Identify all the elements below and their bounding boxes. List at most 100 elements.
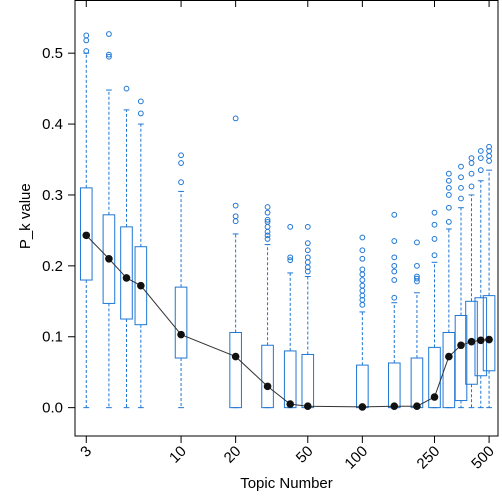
box-group xyxy=(474,148,488,409)
median-point xyxy=(358,403,367,411)
median-point xyxy=(263,382,272,391)
box xyxy=(229,331,242,409)
outlier-point xyxy=(178,179,184,186)
median-point xyxy=(430,393,439,401)
median-point xyxy=(231,352,240,361)
x-tick-label: 10 xyxy=(166,443,190,467)
box xyxy=(261,344,274,409)
outlier-point xyxy=(391,238,398,244)
outlier-point xyxy=(359,266,366,273)
median-point xyxy=(105,254,113,263)
box xyxy=(102,214,116,304)
outlier-point xyxy=(359,301,366,308)
median-point xyxy=(122,274,131,282)
outlier-point xyxy=(264,236,271,242)
outlier-point xyxy=(232,213,239,220)
outlier-point xyxy=(414,273,420,280)
median-point xyxy=(286,400,295,408)
box-group xyxy=(454,163,468,409)
outlier-point xyxy=(359,255,366,262)
outlier-point xyxy=(83,32,90,39)
outlier-point xyxy=(359,247,366,254)
outlier-point xyxy=(137,98,144,105)
outlier-point xyxy=(391,211,398,218)
outlier-point xyxy=(264,204,271,210)
median-point xyxy=(390,402,399,411)
box xyxy=(79,187,93,281)
outlier-point xyxy=(445,204,452,211)
y-tick-label: 0.5 xyxy=(42,45,63,62)
outlier-point xyxy=(359,287,366,294)
median-point xyxy=(303,402,312,411)
outlier-point xyxy=(304,268,311,275)
outlier-point xyxy=(445,192,452,198)
box xyxy=(283,350,297,409)
box-group xyxy=(301,223,315,409)
outlier-point xyxy=(468,160,475,166)
box xyxy=(454,314,468,402)
outlier-point xyxy=(359,234,366,241)
y-tick-label: 0.1 xyxy=(42,329,63,346)
outlier-point xyxy=(264,223,271,230)
outlier-point xyxy=(304,240,311,247)
outlier-point xyxy=(431,252,438,259)
outlier-point xyxy=(178,152,184,159)
y-tick-label: 0.3 xyxy=(42,187,63,204)
x-tick-label: 50 xyxy=(293,443,317,467)
outlier-point xyxy=(232,218,239,225)
box-group xyxy=(465,155,478,409)
median-point xyxy=(457,341,465,350)
box-group xyxy=(410,239,424,409)
outlier-point xyxy=(287,223,294,230)
outlier-point xyxy=(445,184,452,191)
box-group xyxy=(428,209,441,409)
outlier-point xyxy=(431,221,438,228)
y-tick-label: 0.0 xyxy=(42,400,63,417)
box xyxy=(356,364,369,409)
box-group xyxy=(261,204,274,409)
outlier-point xyxy=(391,277,398,283)
outlier-point xyxy=(445,177,452,184)
box xyxy=(301,353,315,409)
median-point xyxy=(177,330,185,339)
box-group xyxy=(356,234,369,409)
outlier-point xyxy=(458,184,464,191)
outlier-point xyxy=(477,148,484,154)
outlier-point xyxy=(445,170,452,177)
x-tick-label: 500 xyxy=(468,443,498,473)
outlier-point xyxy=(232,202,239,209)
median-point xyxy=(476,336,485,345)
outlier-point xyxy=(106,53,112,60)
outlier-point xyxy=(304,259,311,266)
x-tick-label: 100 xyxy=(341,443,371,473)
median-point xyxy=(445,352,453,361)
outlier-point xyxy=(468,183,475,190)
outlier-point xyxy=(264,232,271,239)
median-point xyxy=(485,335,493,344)
outlier-point xyxy=(232,115,239,122)
outlier-point xyxy=(106,51,112,58)
outlier-point xyxy=(391,268,398,275)
outlier-point xyxy=(123,85,130,92)
box xyxy=(174,286,188,359)
outlier-point xyxy=(486,143,492,150)
box-group xyxy=(283,223,297,409)
outlier-point xyxy=(287,257,294,264)
plot-area xyxy=(79,31,496,411)
box-group xyxy=(79,32,93,409)
outlier-point xyxy=(458,195,464,202)
outlier-point xyxy=(431,236,438,242)
outlier-point xyxy=(178,160,184,166)
outlier-point xyxy=(264,216,271,223)
outlier-point xyxy=(486,158,492,164)
outlier-point xyxy=(264,209,271,216)
outlier-point xyxy=(486,153,492,159)
outlier-point xyxy=(264,228,271,235)
outlier-point xyxy=(414,262,420,269)
median-point xyxy=(467,337,476,346)
box-group xyxy=(229,115,242,409)
box xyxy=(465,300,478,385)
outlier-point xyxy=(359,271,366,278)
outlier-point xyxy=(359,282,366,289)
